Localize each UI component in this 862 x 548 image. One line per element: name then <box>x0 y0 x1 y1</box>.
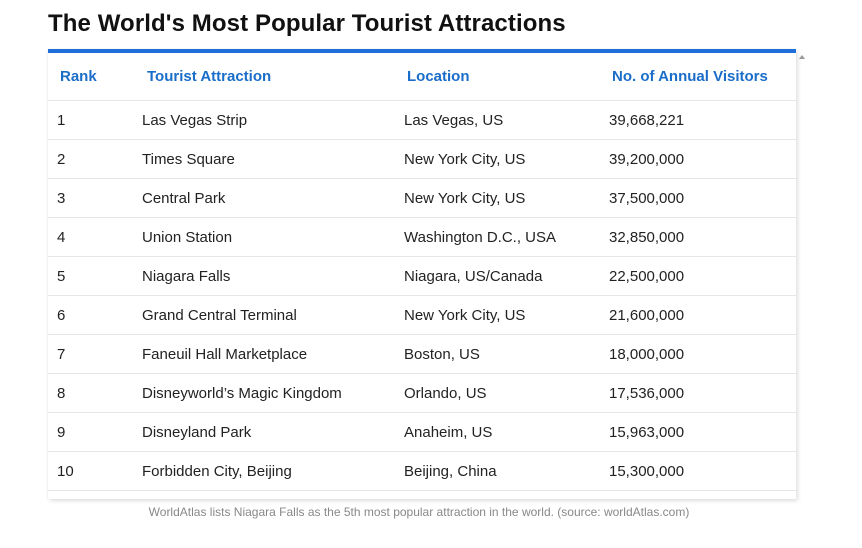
cell-location: Anaheim, US <box>404 412 608 452</box>
cell-visitors: 15,300,000 <box>608 451 796 491</box>
column-header-location: Location <box>407 68 470 85</box>
cell-attraction: Grand Central Terminal <box>142 295 404 335</box>
cell-attraction: Union Station <box>142 217 404 257</box>
cell-visitors: 39,200,000 <box>608 139 796 179</box>
attractions-table-container[interactable]: Rank Tourist Attraction Location No. of … <box>48 49 796 499</box>
cell-rank: 1 <box>48 100 142 140</box>
cell-visitors: 18,000,000 <box>608 334 796 374</box>
image-caption: WorldAtlas lists Niagara Falls as the 5t… <box>148 505 690 519</box>
cell-attraction: Niagara Falls <box>142 256 404 296</box>
table-row: 2 Times Square New York City, US 39,200,… <box>48 139 796 179</box>
cell-attraction: Las Vegas Strip <box>142 100 404 140</box>
table-row: 6 Grand Central Terminal New York City, … <box>48 295 796 335</box>
cell-location: Beijing, China <box>404 451 608 491</box>
cell-visitors: 17,536,000 <box>608 373 796 413</box>
column-header-attraction: Tourist Attraction <box>147 68 272 85</box>
scroll-up-arrow-icon[interactable] <box>799 55 805 59</box>
attractions-table: Rank Tourist Attraction Location No. of … <box>48 53 796 499</box>
table-row-partial <box>48 490 796 499</box>
table-row: 1 Las Vegas Strip Las Vegas, US 39,668,2… <box>48 100 796 140</box>
cell-location: Boston, US <box>404 334 608 374</box>
cell-rank: 8 <box>48 373 142 413</box>
cell-location: New York City, US <box>404 139 608 179</box>
cell-rank: 6 <box>48 295 142 335</box>
cell-visitors: 21,600,000 <box>608 295 796 335</box>
cell-attraction: Disneyworld’s Magic Kingdom <box>142 373 404 413</box>
table-row: 3 Central Park New York City, US 37,500,… <box>48 178 796 218</box>
table-row: 10 Forbidden City, Beijing Beijing, Chin… <box>48 451 796 491</box>
cell-visitors: 22,500,000 <box>608 256 796 296</box>
cell-attraction: Times Square <box>142 139 404 179</box>
cell-rank: 9 <box>48 412 142 452</box>
cell-rank: 5 <box>48 256 142 296</box>
cell-rank: 2 <box>48 139 142 179</box>
table-row: 4 Union Station Washington D.C., USA 32,… <box>48 217 796 257</box>
table-row: 9 Disneyland Park Anaheim, US 15,963,000 <box>48 412 796 452</box>
cell-visitors: 15,963,000 <box>608 412 796 452</box>
cell-location: Washington D.C., USA <box>404 217 608 257</box>
table-row: 8 Disneyworld’s Magic Kingdom Orlando, U… <box>48 373 796 413</box>
cell-visitors: 39,668,221 <box>608 100 796 140</box>
table-header-row: Rank Tourist Attraction Location No. of … <box>48 53 796 101</box>
cell-rank: 10 <box>48 451 142 491</box>
cell-attraction: Central Park <box>142 178 404 218</box>
column-header-visitors: No. of Annual Visitors <box>612 68 768 85</box>
cell-attraction: Forbidden City, Beijing <box>142 451 404 491</box>
cell-location: New York City, US <box>404 295 608 335</box>
cell-location: Niagara, US/Canada <box>404 256 608 296</box>
cell-location: Las Vegas, US <box>404 100 608 140</box>
column-header-rank: Rank <box>60 68 97 85</box>
cell-visitors: 32,850,000 <box>608 217 796 257</box>
cell-rank: 4 <box>48 217 142 257</box>
cell-visitors: 37,500,000 <box>608 178 796 218</box>
table-row: 5 Niagara Falls Niagara, US/Canada 22,50… <box>48 256 796 296</box>
cell-location: Orlando, US <box>404 373 608 413</box>
page-title: The World's Most Popular Tourist Attract… <box>48 10 566 37</box>
cell-attraction: Faneuil Hall Marketplace <box>142 334 404 374</box>
cell-location: New York City, US <box>404 178 608 218</box>
cell-attraction: Disneyland Park <box>142 412 404 452</box>
table-row: 7 Faneuil Hall Marketplace Boston, US 18… <box>48 334 796 374</box>
cell-rank: 3 <box>48 178 142 218</box>
cell-rank: 7 <box>48 334 142 374</box>
